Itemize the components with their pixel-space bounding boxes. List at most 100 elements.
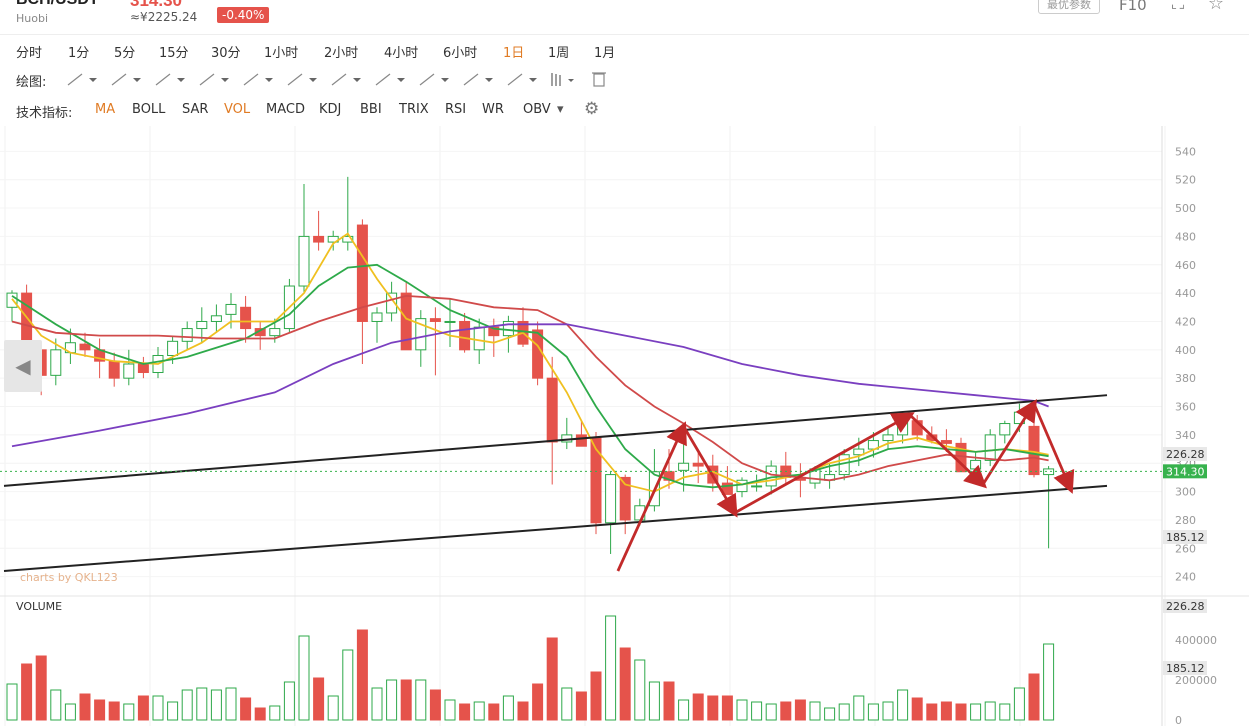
tool-stroke <box>67 73 83 86</box>
volume-bar <box>575 691 587 721</box>
candle-body <box>50 349 62 376</box>
gear-icon[interactable]: ⚙ <box>584 99 600 119</box>
f10-button[interactable]: F10 <box>1119 0 1147 14</box>
trend-arrow <box>616 421 687 572</box>
bars-tool-icon[interactable] <box>551 73 574 86</box>
annotation-tool-icon[interactable] <box>507 73 537 86</box>
tool-stroke <box>287 73 303 86</box>
y-tick-label: 440 <box>1175 287 1196 300</box>
timeframe-10[interactable]: 1周 <box>548 46 570 61</box>
volume-bar <box>824 707 836 721</box>
fib-tool-icon[interactable] <box>331 73 361 86</box>
indicator-obv[interactable]: OBV <box>523 102 551 117</box>
timeframe-4[interactable]: 30分 <box>211 46 241 61</box>
timeframe-1[interactable]: 1分 <box>68 46 90 61</box>
volume-bar <box>298 635 310 721</box>
volume-bar <box>926 703 938 721</box>
tool-stroke <box>507 73 523 86</box>
optimize-button[interactable]: 最优参数 <box>1038 0 1100 14</box>
volume-bar <box>692 693 704 721</box>
candle-body <box>444 320 456 323</box>
indicator-bbi[interactable]: BBI <box>360 102 382 117</box>
candle-body <box>415 318 427 351</box>
timeframe-6[interactable]: 2小时 <box>324 46 359 61</box>
indicator-trix[interactable]: TRIX <box>399 102 429 117</box>
candle-body <box>181 328 193 342</box>
volume-bar <box>35 655 47 721</box>
caret <box>529 78 537 82</box>
chevron-down-icon[interactable]: ▾ <box>557 102 564 117</box>
timeframe-7[interactable]: 4小时 <box>384 46 419 61</box>
change-badge: -0.40% <box>217 7 270 23</box>
volume-bar <box>999 703 1011 721</box>
candle-body <box>298 235 310 287</box>
price-chart[interactable]: 5405205004804604404204003803603403203002… <box>0 126 1249 726</box>
candle-body <box>167 340 179 356</box>
indicator-vol[interactable]: VOL <box>224 102 251 117</box>
y-tick-label: 260 <box>1175 542 1196 555</box>
line-tool-icon[interactable] <box>67 73 97 86</box>
low-price-tag-bg <box>1163 530 1207 544</box>
ray-tool-icon[interactable] <box>111 73 141 86</box>
chevron-left-icon[interactable]: ◀ <box>4 340 42 392</box>
ma5-line <box>11 232 1049 493</box>
volume-bar <box>707 695 719 721</box>
caret <box>221 78 229 82</box>
timeframe-5[interactable]: 1小时 <box>264 46 299 61</box>
indicator-kdj[interactable]: KDJ <box>319 102 342 117</box>
volume-bar <box>79 693 91 721</box>
last-price-tag: 314.30 <box>1163 464 1207 479</box>
indicator-wr[interactable]: WR <box>482 102 504 117</box>
timeframe-8[interactable]: 6小时 <box>443 46 478 61</box>
candle-body <box>940 440 952 444</box>
indicator-ma[interactable]: MA <box>95 102 116 117</box>
volume-bar <box>809 701 821 721</box>
tool-stroke <box>243 73 259 86</box>
timeframe-0[interactable]: 分时 <box>16 46 43 61</box>
gann-tool-icon[interactable] <box>375 73 405 86</box>
volume-bar <box>283 681 295 721</box>
volume-bar <box>634 659 646 721</box>
measure-tool-icon[interactable] <box>463 73 493 86</box>
candle-body <box>984 434 996 461</box>
volume-bar <box>444 699 456 721</box>
caret <box>89 78 97 82</box>
volume-bar <box>254 707 266 721</box>
arrow-tool-icon[interactable] <box>419 73 449 86</box>
volume-bar <box>386 679 398 721</box>
channel-tool-icon[interactable] <box>155 73 185 86</box>
volume-bar <box>940 701 952 721</box>
volume-bar <box>210 689 222 721</box>
indicator-macd[interactable]: MACD <box>266 102 305 117</box>
y-tick-label: 480 <box>1175 230 1196 243</box>
volume-bar <box>356 629 368 721</box>
wave-tool-icon[interactable] <box>243 73 273 86</box>
candle-body <box>502 320 514 337</box>
timeframe-11[interactable]: 1月 <box>594 46 616 61</box>
caret <box>265 78 273 82</box>
volume-bar <box>371 687 383 721</box>
candle-body <box>210 315 222 322</box>
volume-bar <box>794 699 806 721</box>
fullscreen-icon[interactable]: ⛶ <box>1171 0 1185 14</box>
y-tick-label: 460 <box>1175 259 1196 272</box>
timeframe-2[interactable]: 5分 <box>114 46 136 61</box>
caret <box>177 78 185 82</box>
indicator-rsi[interactable]: RSI <box>445 102 467 117</box>
high-price-tag: 226.28 <box>1163 447 1207 461</box>
star-icon[interactable]: ☆ <box>1207 0 1225 14</box>
candle-body <box>678 462 690 471</box>
candle-body <box>736 479 748 493</box>
candle-body <box>342 235 354 243</box>
pattern-tool-icon[interactable] <box>287 73 317 86</box>
volume-bar <box>123 703 135 721</box>
candle-body <box>313 235 325 243</box>
indicator-sar[interactable]: SAR <box>182 102 209 117</box>
trash-icon[interactable] <box>592 72 606 87</box>
indicator-bar: 技术指标: MA BOLL SAR VOL MACD KDJ BBI TRIX RSI WR OBV… <box>0 96 1249 126</box>
shape-tool-icon[interactable] <box>199 73 229 86</box>
timeframe-9[interactable]: 1日 <box>503 46 525 61</box>
candle-body <box>356 224 368 322</box>
timeframe-3[interactable]: 15分 <box>159 46 189 61</box>
indicator-boll[interactable]: BOLL <box>132 102 166 117</box>
